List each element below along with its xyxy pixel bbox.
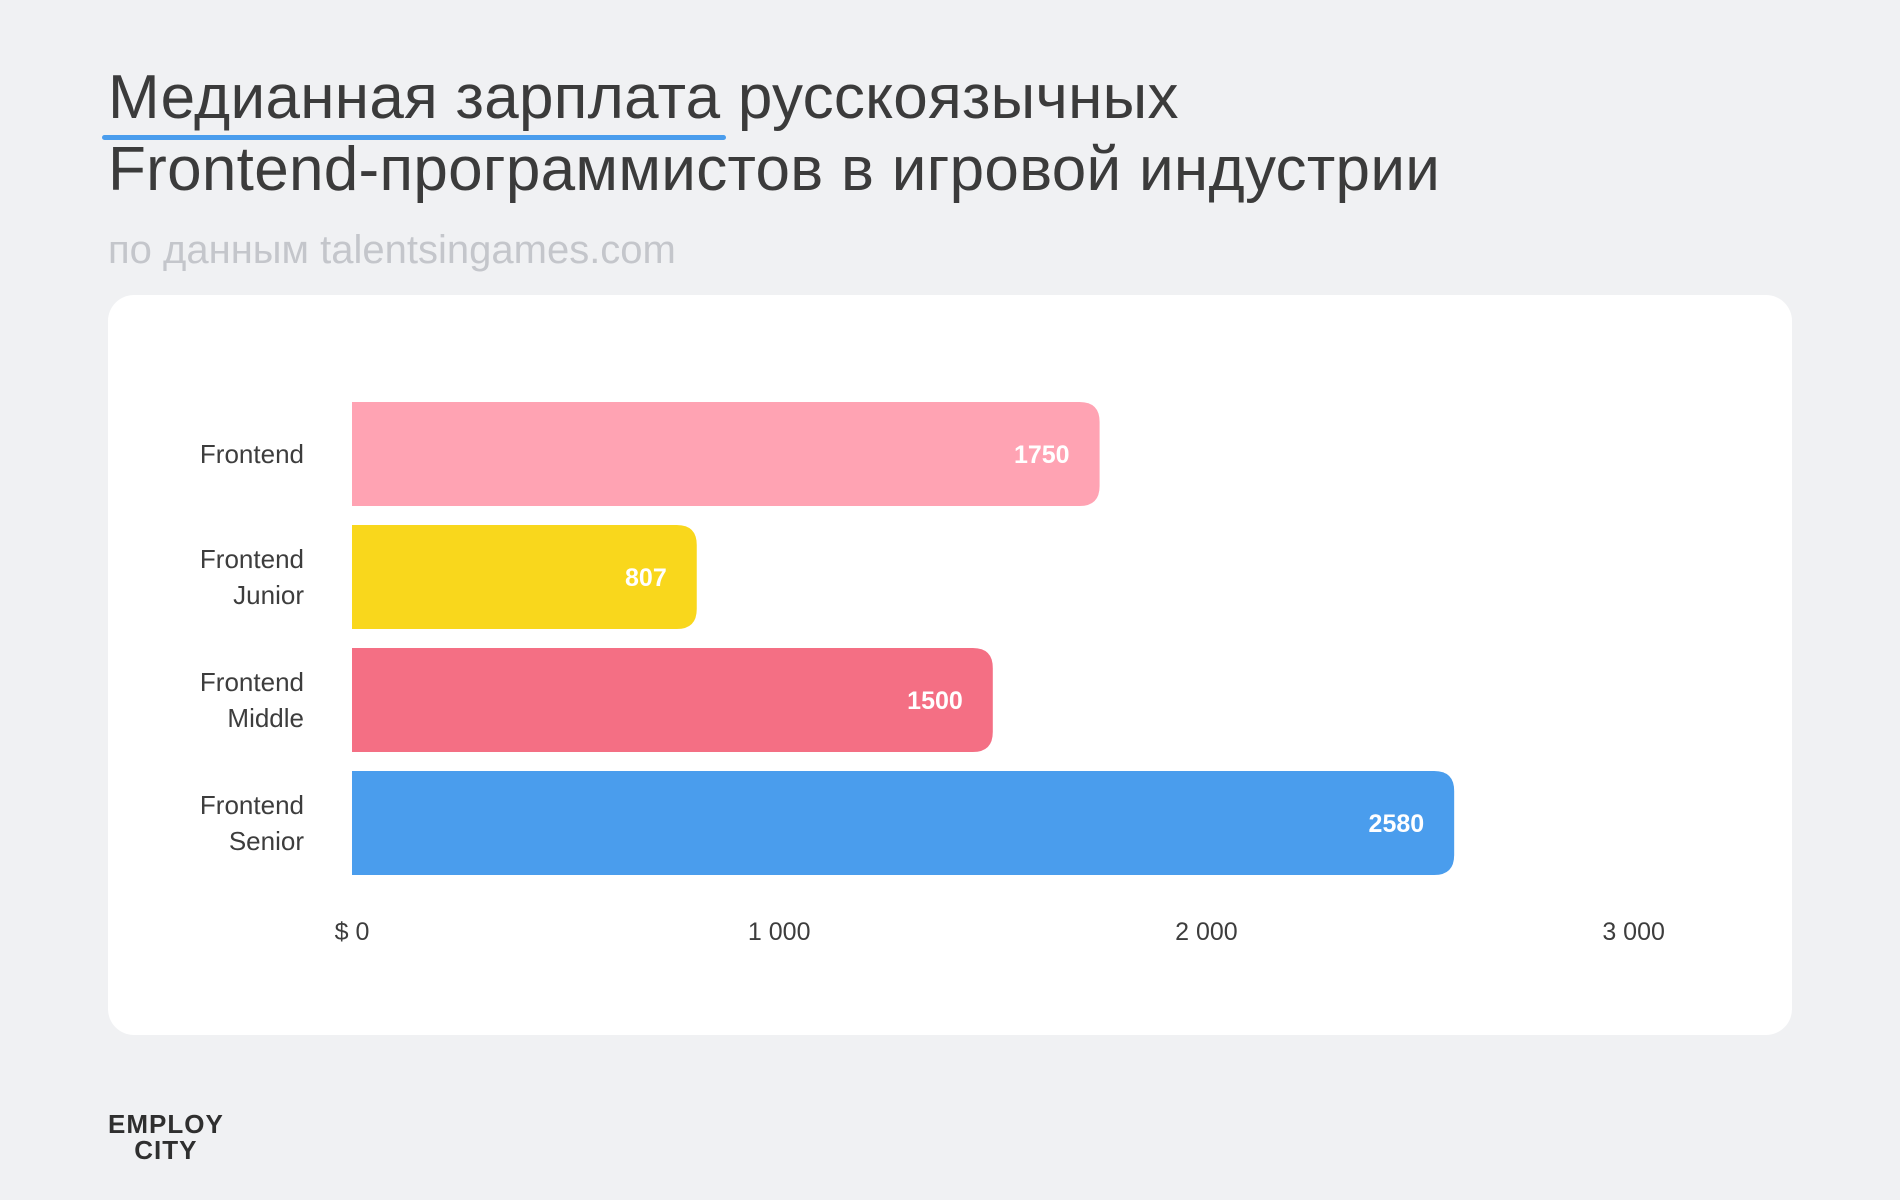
value-label-1: 807 <box>625 564 667 592</box>
x-tick-label-2: 2 000 <box>1175 918 1238 946</box>
category-label-1-line-1: Junior <box>233 580 304 610</box>
title-line-1: Медианная зарплата русскоязычных <box>102 62 1440 140</box>
category-label-1-line-0: Frontend <box>200 544 304 574</box>
x-tick-label-0: $ 0 <box>335 918 370 946</box>
bar-1 <box>352 525 697 629</box>
category-label-0-line-0: Frontend <box>200 439 304 469</box>
logo-line-2: CITY <box>134 1135 198 1165</box>
bars-layer: 1750 807 1500 2580 <box>352 402 1455 875</box>
category-label-1: Frontend Junior <box>200 544 304 610</box>
chart-title: Медианная зарплата русскоязычных Fronten… <box>102 62 1441 206</box>
category-label-3-line-1: Senior <box>229 826 304 856</box>
value-label-0: 1750 <box>1014 441 1070 469</box>
category-label-2-line-0: Frontend <box>200 667 304 697</box>
category-label-0: Frontend <box>200 439 304 469</box>
category-label-2: Frontend Middle <box>200 667 304 733</box>
logo-line-1: EMPLOY <box>108 1109 224 1139</box>
x-tick-label-1: 1 000 <box>748 918 811 946</box>
value-label-2: 1500 <box>907 687 963 715</box>
category-label-3: Frontend Senior <box>200 790 304 856</box>
bar-3 <box>352 771 1455 875</box>
title-highlight-text: Медианная зарплата <box>108 63 721 132</box>
x-tick-label-3: 3 000 <box>1602 918 1665 946</box>
bar-2 <box>352 648 993 752</box>
title-line-2: Frontend-программистов в игровой индустр… <box>108 135 1441 204</box>
value-label-3: 2580 <box>1369 810 1425 838</box>
chart-subtitle: по данным talentsingames.com <box>108 228 676 272</box>
category-label-3-line-0: Frontend <box>200 790 304 820</box>
bar-0 <box>352 402 1100 506</box>
title-highlight: Медианная зарплата <box>102 62 727 140</box>
chart-card: 1750 807 1500 2580 Frontend Frontend Junior Fr… <box>108 295 1792 1035</box>
employcity-logo: EMPLOY CITY <box>108 1111 224 1163</box>
title-underline <box>102 135 727 140</box>
category-label-2-line-1: Middle <box>227 703 304 733</box>
title-rest-text: русскоязычных <box>737 63 1179 132</box>
x-axis-ticks: $ 0 1 000 2 000 3 000 <box>335 918 1665 946</box>
